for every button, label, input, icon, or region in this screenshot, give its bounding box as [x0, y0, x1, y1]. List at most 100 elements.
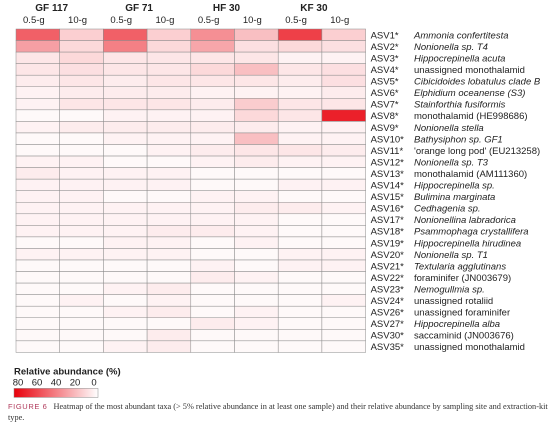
kit-label: 10-g	[155, 15, 174, 26]
heatmap-cell	[59, 340, 104, 353]
asv-label: ASV22*	[371, 273, 405, 284]
heatmap-cell	[59, 271, 104, 284]
taxon-label: Nonionella sp. T4	[414, 42, 488, 53]
asv-label: ASV30*	[371, 331, 405, 342]
heatmap-cell	[321, 63, 366, 76]
heatmap-cell	[103, 121, 148, 134]
taxon-label: unassigned monothalamid	[414, 342, 525, 353]
heatmap-cell	[277, 282, 323, 295]
heatmap-cell	[234, 86, 279, 99]
heatmap-cell	[321, 74, 366, 87]
asv-label: ASV2*	[371, 42, 399, 53]
heatmap-cell	[277, 74, 323, 87]
heatmap-cell	[59, 51, 104, 64]
heatmap-cell	[146, 294, 192, 307]
asv-label: ASV1*	[371, 30, 399, 41]
legend-tick: 80	[13, 377, 24, 388]
heatmap-cell	[103, 305, 148, 319]
heatmap-cell	[234, 282, 279, 295]
heatmap-cell	[190, 202, 235, 215]
asv-label: ASV16*	[371, 204, 405, 215]
heatmap-cell	[15, 190, 60, 203]
heatmap-cell	[277, 40, 323, 53]
heatmap-cell	[146, 155, 192, 168]
asv-label: ASV19*	[371, 238, 405, 249]
heatmap-cell	[277, 167, 323, 180]
heatmap-cell	[146, 340, 192, 353]
heatmap-cell	[103, 178, 148, 191]
heatmap-cell	[321, 271, 366, 284]
heatmap-cell	[146, 28, 192, 41]
heatmap-cell	[103, 213, 148, 226]
heatmap-cell	[15, 98, 60, 111]
heatmap-cell	[103, 144, 148, 157]
heatmap-cell	[277, 271, 323, 284]
figure-label: FIGURE 6	[8, 402, 48, 411]
heatmap-cell	[234, 98, 279, 111]
heatmap-cell	[321, 121, 366, 134]
heatmap-cell	[59, 305, 104, 319]
asv-label: ASV20*	[371, 250, 405, 261]
heatmap-cell	[190, 236, 235, 249]
asv-label: ASV17*	[371, 215, 405, 226]
heatmap-cell	[103, 63, 148, 76]
heatmap-cell	[190, 271, 235, 284]
heatmap-cell	[103, 294, 148, 307]
taxon-label: monothalamid (AM111360)	[414, 169, 527, 180]
heatmap-cell	[190, 51, 235, 64]
asv-label: ASV21*	[371, 261, 405, 272]
heatmap-cell	[277, 132, 323, 145]
heatmap-cell	[234, 190, 279, 203]
heatmap-cell	[234, 28, 279, 41]
heatmap-cell	[15, 74, 60, 87]
heatmap-cell	[103, 155, 148, 168]
heatmap-cell	[321, 202, 366, 215]
heatmap-cell	[103, 132, 148, 145]
heatmap-cell	[190, 305, 235, 319]
heatmap-cell	[103, 74, 148, 87]
heatmap-cell	[15, 86, 60, 99]
heatmap-cell	[277, 109, 323, 122]
heatmap-cell	[190, 225, 235, 238]
heatmap-cell	[103, 86, 148, 99]
heatmap-cell	[234, 259, 279, 272]
heatmap-cell	[234, 40, 279, 53]
heatmap-cell	[59, 63, 104, 76]
heatmap-cell	[15, 213, 60, 226]
heatmap-cell	[15, 248, 60, 261]
heatmap-cell	[321, 294, 366, 307]
heatmap-cell	[234, 74, 279, 87]
heatmap-cell	[103, 28, 148, 41]
heatmap-cell	[277, 63, 323, 76]
site-label: HF 30	[213, 3, 241, 14]
heatmap-cell	[321, 28, 366, 41]
asv-label: ASV14*	[371, 181, 405, 192]
heatmap-cell	[146, 202, 192, 215]
taxon-label: Cibicidoides lobatulus clade B	[414, 77, 541, 88]
heatmap-cell	[59, 317, 104, 330]
heatmap-cell	[190, 98, 235, 111]
heatmap-cell	[321, 86, 366, 99]
legend-tick: 20	[70, 377, 81, 388]
heatmap-cell	[234, 213, 279, 226]
heatmap-cell	[15, 202, 60, 215]
heatmap-cell	[321, 132, 366, 145]
heatmap-cell	[59, 190, 104, 203]
heatmap-cell	[321, 236, 366, 249]
heatmap-cell	[59, 236, 104, 249]
heatmap-cell	[146, 236, 192, 249]
heatmap-cell	[146, 98, 192, 111]
heatmap-cell	[59, 86, 104, 99]
heatmap-cell	[146, 248, 192, 261]
asv-label: ASV26*	[371, 308, 405, 319]
heatmap-cell	[15, 329, 60, 342]
heatmap-cell	[321, 305, 366, 319]
heatmap-cell	[234, 225, 279, 238]
asv-label: ASV11*	[371, 146, 404, 157]
heatmap-cell	[146, 109, 192, 122]
heatmap-cell	[234, 248, 279, 261]
heatmap-cell	[146, 178, 192, 191]
heatmap-cell	[146, 213, 192, 226]
heatmap-cell	[321, 225, 366, 238]
heatmap-cell	[103, 259, 148, 272]
